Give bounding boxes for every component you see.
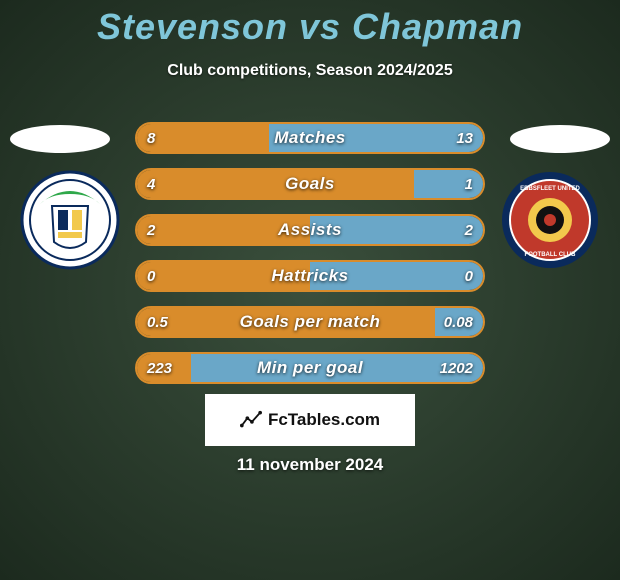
shield-icon <box>20 170 120 270</box>
stat-value-left: 0.5 <box>137 308 178 336</box>
stat-value-right: 13 <box>446 124 483 152</box>
subtitle: Club competitions, Season 2024/2025 <box>0 62 620 80</box>
brand-text: FcTables.com <box>268 410 380 430</box>
stat-value-right: 1 <box>455 170 483 198</box>
shield-icon: EBBSFLEET UNITED FOOTBALL CLUB <box>500 170 600 270</box>
stat-value-left: 0 <box>137 262 165 290</box>
stat-bar: Matches8 13 <box>135 122 485 154</box>
stat-label: Goals per match <box>137 308 483 336</box>
stat-label: Matches <box>137 124 483 152</box>
stat-value-right: 2 <box>455 216 483 244</box>
player-oval-left <box>10 125 110 153</box>
brand-badge: FcTables.com <box>205 394 415 446</box>
page-title: Stevenson vs Chapman <box>0 6 620 48</box>
stat-bar: Hattricks0 0 <box>135 260 485 292</box>
stat-label: Hattricks <box>137 262 483 290</box>
svg-text:EBBSFLEET UNITED: EBBSFLEET UNITED <box>520 186 580 192</box>
stat-bar: Goals4 1 <box>135 168 485 200</box>
stat-value-left: 2 <box>137 216 165 244</box>
comparison-canvas: Stevenson vs Chapman Club competitions, … <box>0 0 620 580</box>
stat-value-right: 1202 <box>430 354 483 382</box>
svg-text:FOOTBALL CLUB: FOOTBALL CLUB <box>525 252 577 258</box>
stat-label: Goals <box>137 170 483 198</box>
date-text: 11 november 2024 <box>0 455 620 475</box>
club-crest-left <box>20 170 120 270</box>
stat-value-left: 8 <box>137 124 165 152</box>
stat-value-left: 4 <box>137 170 165 198</box>
stat-value-right: 0.08 <box>434 308 483 336</box>
stat-bar: Min per goal2231202 <box>135 352 485 384</box>
player-oval-right <box>510 125 610 153</box>
stat-bar: Goals per match0.5 0.08 <box>135 306 485 338</box>
stat-value-right: 0 <box>455 262 483 290</box>
stat-label: Assists <box>137 216 483 244</box>
club-crest-right: EBBSFLEET UNITED FOOTBALL CLUB <box>500 170 600 270</box>
stat-bar: Assists2 2 <box>135 214 485 246</box>
chart-icon <box>240 409 262 431</box>
stat-value-left: 223 <box>137 354 182 382</box>
